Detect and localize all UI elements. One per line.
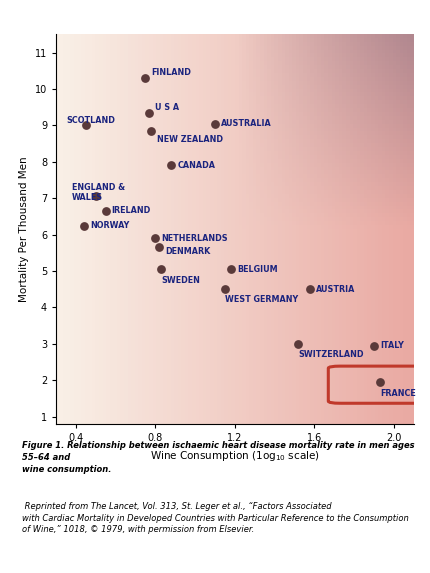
Text: SWEDEN: SWEDEN (161, 276, 200, 285)
Text: ENGLAND &
WALES: ENGLAND & WALES (72, 183, 125, 202)
Text: AUSTRIA: AUSTRIA (316, 285, 355, 294)
Point (221, 285, 228, 294)
Point (80, 221, 87, 230)
Point (295, 339, 301, 348)
X-axis label: Wine Consumption (1og$_{10}$ scale): Wine Consumption (1og$_{10}$ scale) (150, 449, 319, 462)
Text: U S A: U S A (155, 104, 179, 112)
Text: SWITZERLAND: SWITZERLAND (298, 350, 363, 359)
Text: NETHERLANDS: NETHERLANDS (161, 234, 227, 243)
Y-axis label: Mortality Per Thousand Men: Mortality Per Thousand Men (19, 156, 29, 302)
Point (370, 341, 377, 350)
Point (82, 121, 89, 130)
Point (211, 119, 218, 128)
Text: IRELAND: IRELAND (111, 206, 150, 215)
Point (146, 108, 153, 117)
Text: Reprinted from The Lancet, Vol. 313, St. Leger et al., “Factors Associated
with : Reprinted from The Lancet, Vol. 313, St.… (22, 502, 407, 534)
Text: WEST GERMANY: WEST GERMANY (224, 295, 298, 304)
Text: DENMARK: DENMARK (165, 246, 210, 256)
Text: ITALY: ITALY (379, 342, 403, 350)
Point (157, 265, 164, 274)
Text: BELGIUM: BELGIUM (237, 265, 277, 274)
Point (142, 73, 149, 83)
Text: Figure 1. Relationship between ischaemic heart disease mortality rate in men age: Figure 1. Relationship between ischaemic… (22, 441, 413, 474)
Point (167, 161, 174, 170)
Point (92, 192, 99, 201)
Text: FINLAND: FINLAND (151, 68, 191, 77)
Text: NORWAY: NORWAY (89, 221, 129, 230)
Point (156, 243, 163, 252)
Point (147, 126, 154, 135)
Text: FRANCE: FRANCE (379, 389, 415, 398)
Point (227, 265, 234, 274)
Point (102, 206, 109, 215)
Text: SCOTLAND: SCOTLAND (66, 116, 114, 125)
Text: CANADA: CANADA (177, 161, 215, 170)
Point (152, 234, 159, 243)
Text: NEW ZEALAND: NEW ZEALAND (157, 135, 223, 144)
Point (306, 285, 313, 294)
Point (376, 378, 383, 387)
Text: AUSTRALIA: AUSTRALIA (221, 119, 271, 128)
